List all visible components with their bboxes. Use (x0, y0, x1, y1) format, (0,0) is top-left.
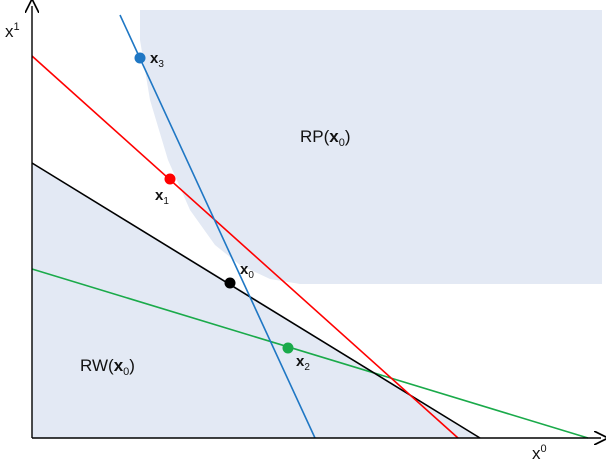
point-x0 (224, 277, 236, 289)
red-line (31, 55, 459, 439)
label-x3: x3 (150, 50, 164, 70)
point-x3 (134, 52, 146, 64)
blue-line (119, 14, 316, 439)
point-x1 (164, 173, 176, 185)
label-x0: x0 (240, 261, 254, 281)
label-x2: x2 (296, 353, 310, 373)
point-x2 (282, 342, 294, 354)
green-line (31, 268, 589, 439)
x-axis-label: x0 (532, 443, 547, 463)
rp-region (140, 10, 602, 284)
y-axis-label: x1 (5, 21, 20, 41)
label-x1: x1 (155, 187, 169, 207)
rw-label: RW(x0) (80, 356, 135, 378)
rp-label: RP(x0) (300, 127, 351, 149)
black-line (31, 162, 481, 439)
